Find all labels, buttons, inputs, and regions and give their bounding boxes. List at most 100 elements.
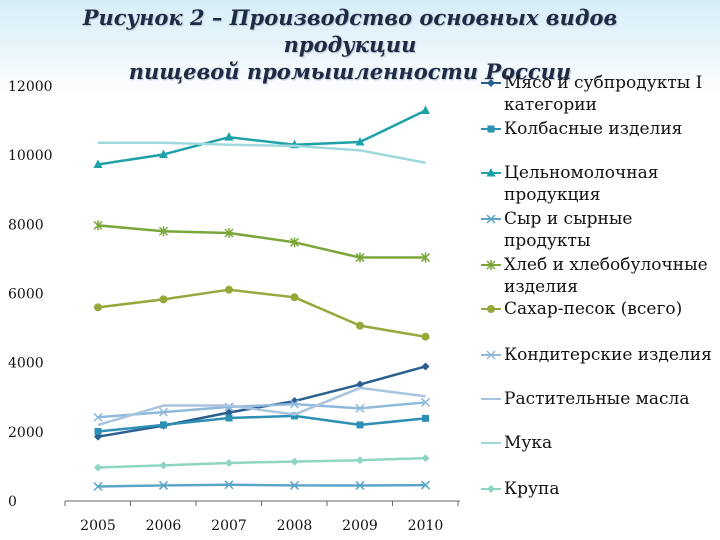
legend-marker: [481, 398, 501, 400]
x-tick-label: 2006: [146, 518, 182, 534]
legend-marker-shape: [486, 168, 496, 177]
series-6: [94, 285, 430, 341]
data-point: [94, 463, 102, 472]
legend-marker-shape: [486, 260, 496, 270]
chart-axes: [64, 500, 460, 506]
marker-shape: [421, 105, 430, 115]
marker-shape: [93, 481, 103, 492]
data-point: [225, 285, 233, 294]
data-point: [421, 362, 430, 371]
marker-shape: [94, 463, 102, 472]
marker-shape: [225, 414, 233, 422]
data-point: [159, 149, 168, 158]
series-5: [93, 220, 431, 263]
legend-marker: [481, 214, 501, 224]
legend-label: Хлеб и хлебобулочные изделия: [504, 255, 708, 297]
data-point: [356, 456, 364, 465]
chart-title-line-1: Рисунок 2 – Производство основных видов …: [82, 5, 618, 57]
data-point: [93, 159, 103, 169]
marker-shape: [159, 149, 168, 158]
legend-marker-shape: [487, 485, 495, 493]
data-point: [421, 105, 430, 115]
marker-shape: [94, 427, 102, 435]
data-point: [356, 321, 364, 330]
y-tick-label: 10000: [8, 148, 53, 164]
marker-shape: [224, 227, 234, 238]
data-point: [159, 295, 168, 304]
data-point: [290, 457, 299, 466]
data-point: [160, 421, 167, 429]
x-tick-label: 2008: [277, 518, 313, 534]
legend-marker: [481, 350, 501, 360]
chart-title: Рисунок 2 – Производство основных видов …: [30, 4, 670, 85]
series-7: [93, 397, 431, 422]
marker-shape: [225, 285, 233, 294]
marker-shape: [225, 408, 233, 417]
marker-shape: [94, 303, 102, 312]
marker-shape: [160, 421, 167, 429]
marker-shape: [224, 132, 234, 141]
chart-title-line-2: пищевой промышленности России: [128, 59, 572, 84]
x-axis-tick-labels: 2005 2006 2007 2008 2009 2010: [80, 518, 443, 534]
marker-shape: [158, 226, 169, 237]
marker-shape: [487, 79, 495, 87]
data-point: [94, 427, 102, 435]
data-point: [158, 480, 169, 490]
legend-marker: [481, 125, 501, 133]
series-line: [97, 109, 427, 166]
legend-label: Мука: [504, 433, 553, 453]
marker-shape: [289, 237, 300, 248]
legend-marker-shape: [486, 350, 496, 360]
data-point: [422, 414, 429, 422]
series-4: [93, 480, 431, 492]
marker-shape: [224, 402, 234, 412]
y-tick-label: 6000: [8, 287, 44, 303]
marker-shape: [356, 380, 364, 389]
marker-shape: [486, 260, 496, 270]
data-point: [291, 412, 298, 420]
x-tick-label: 2007: [211, 518, 247, 534]
legend-marker: [481, 79, 501, 87]
x-tick-label: 2009: [342, 518, 378, 534]
marker-shape: [93, 159, 103, 169]
marker-shape: [420, 397, 431, 407]
series-1: [94, 362, 430, 441]
series-line: [97, 401, 426, 419]
data-point: [94, 303, 102, 312]
marker-shape: [420, 480, 431, 490]
marker-shape: [290, 457, 299, 466]
legend-label: Кондитерские изделия: [504, 345, 712, 365]
marker-shape: [356, 456, 364, 465]
series-line: [98, 141, 426, 165]
data-point: [224, 132, 234, 141]
marker-shape: [356, 321, 364, 330]
legend-label: Цельномолочная продукция: [504, 163, 659, 205]
marker-shape: [159, 461, 168, 470]
marker-shape: [355, 137, 365, 146]
data-point: [355, 137, 365, 146]
marker-shape: [356, 421, 364, 429]
series-10: [94, 454, 430, 472]
y-tick-label: 0: [8, 494, 17, 510]
series-8: [97, 386, 426, 427]
header-background: [0, 0, 720, 95]
marker-shape: [487, 485, 495, 493]
marker-shape: [159, 295, 168, 304]
data-point: [355, 252, 365, 263]
marker-shape: [420, 252, 431, 263]
data-point: [421, 332, 430, 341]
legend-marker: [481, 168, 501, 177]
marker-shape: [93, 412, 103, 422]
y-tick-label: 2000: [8, 425, 44, 441]
data-point: [225, 414, 233, 422]
legend-label: Сыр и сырные продукты: [504, 209, 633, 251]
data-point: [356, 380, 364, 389]
series-line: [97, 483, 426, 488]
data-point: [225, 408, 233, 417]
data-point: [224, 402, 234, 412]
data-point: [355, 403, 365, 413]
data-point: [289, 237, 300, 248]
data-point: [225, 458, 233, 467]
y-tick-label: 12000: [8, 79, 53, 95]
legend-marker: [481, 442, 501, 444]
